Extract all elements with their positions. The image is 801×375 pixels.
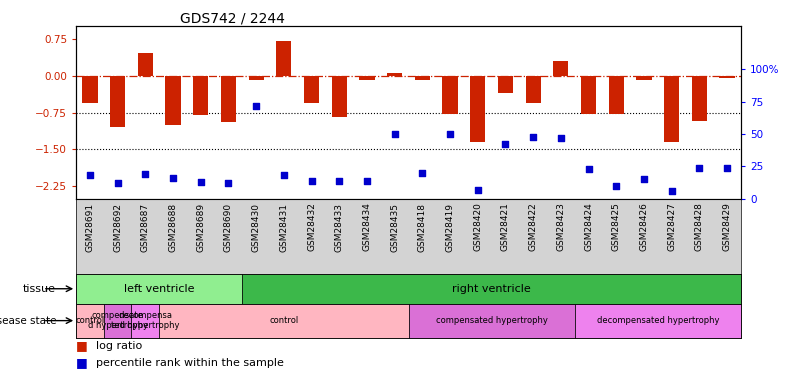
Text: tissue: tissue bbox=[23, 284, 56, 294]
Text: GSM28692: GSM28692 bbox=[113, 202, 122, 252]
Bar bbox=[83, 75, 98, 103]
Text: compensated hypertrophy: compensated hypertrophy bbox=[436, 316, 548, 325]
Point bbox=[721, 165, 734, 171]
Point bbox=[444, 131, 457, 137]
Bar bbox=[110, 75, 125, 127]
Text: compensate
d hypertrophy: compensate d hypertrophy bbox=[87, 311, 147, 330]
Point bbox=[250, 103, 263, 109]
Bar bbox=[76, 304, 104, 338]
Text: decompensated hypertrophy: decompensated hypertrophy bbox=[597, 316, 719, 325]
Bar bbox=[442, 75, 457, 114]
Text: GSM28422: GSM28422 bbox=[529, 202, 537, 251]
Bar bbox=[609, 75, 624, 114]
Point bbox=[693, 165, 706, 171]
Bar bbox=[131, 304, 159, 338]
Bar bbox=[242, 274, 741, 304]
Text: GSM28688: GSM28688 bbox=[168, 202, 178, 252]
Text: GDS742 / 2244: GDS742 / 2244 bbox=[180, 11, 285, 25]
Text: log ratio: log ratio bbox=[96, 341, 143, 351]
Point bbox=[554, 135, 567, 141]
Bar bbox=[76, 274, 242, 304]
Bar bbox=[525, 75, 541, 103]
Bar bbox=[415, 75, 430, 81]
Bar bbox=[664, 75, 679, 142]
Bar bbox=[193, 75, 208, 115]
Point bbox=[582, 166, 595, 172]
Point bbox=[139, 171, 151, 177]
Bar bbox=[553, 61, 569, 75]
Text: percentile rank within the sample: percentile rank within the sample bbox=[96, 358, 284, 368]
Text: GSM28433: GSM28433 bbox=[335, 202, 344, 252]
Bar bbox=[581, 75, 596, 114]
Bar bbox=[248, 75, 264, 81]
Point bbox=[222, 180, 235, 186]
Text: GSM28435: GSM28435 bbox=[390, 202, 399, 252]
Text: right ventricle: right ventricle bbox=[453, 284, 531, 294]
Text: decompensa
ted hypertrophy: decompensa ted hypertrophy bbox=[111, 311, 179, 330]
Bar bbox=[692, 75, 707, 121]
Point bbox=[333, 178, 346, 184]
Point bbox=[666, 188, 678, 194]
Point bbox=[388, 131, 401, 137]
Point bbox=[167, 175, 179, 181]
Bar bbox=[166, 75, 181, 125]
Point bbox=[111, 180, 124, 186]
Text: GSM28687: GSM28687 bbox=[141, 202, 150, 252]
Text: GSM28429: GSM28429 bbox=[723, 202, 731, 251]
Bar bbox=[636, 75, 651, 81]
Bar bbox=[159, 304, 409, 338]
Text: GSM28420: GSM28420 bbox=[473, 202, 482, 251]
Bar bbox=[304, 75, 319, 103]
Bar bbox=[575, 304, 741, 338]
Text: GSM28434: GSM28434 bbox=[363, 202, 372, 251]
Text: GSM28431: GSM28431 bbox=[280, 202, 288, 252]
Text: ■: ■ bbox=[76, 356, 88, 369]
Text: GSM28426: GSM28426 bbox=[639, 202, 649, 251]
Text: ■: ■ bbox=[76, 339, 88, 352]
Point bbox=[416, 170, 429, 176]
Point bbox=[527, 134, 540, 140]
Point bbox=[83, 172, 96, 178]
Text: GSM28432: GSM28432 bbox=[307, 202, 316, 251]
Text: GSM28425: GSM28425 bbox=[612, 202, 621, 251]
Text: GSM28418: GSM28418 bbox=[418, 202, 427, 252]
Text: control: control bbox=[269, 316, 299, 325]
Bar bbox=[276, 41, 292, 75]
Bar bbox=[409, 304, 575, 338]
Text: control: control bbox=[75, 316, 105, 325]
Text: GSM28419: GSM28419 bbox=[445, 202, 454, 252]
Text: GSM28427: GSM28427 bbox=[667, 202, 676, 251]
Text: GSM28421: GSM28421 bbox=[501, 202, 510, 251]
Point bbox=[471, 187, 484, 193]
Text: left ventricle: left ventricle bbox=[124, 284, 195, 294]
Point bbox=[360, 178, 373, 184]
Bar bbox=[387, 73, 402, 75]
Bar bbox=[138, 53, 153, 75]
Text: GSM28689: GSM28689 bbox=[196, 202, 205, 252]
Bar bbox=[719, 75, 735, 78]
Point bbox=[499, 141, 512, 147]
Point bbox=[610, 183, 622, 189]
Text: GSM28690: GSM28690 bbox=[224, 202, 233, 252]
Text: GSM28424: GSM28424 bbox=[584, 202, 593, 251]
Bar bbox=[498, 75, 513, 93]
Point bbox=[277, 172, 290, 178]
Bar bbox=[221, 75, 236, 122]
Point bbox=[305, 178, 318, 184]
Text: GSM28691: GSM28691 bbox=[86, 202, 95, 252]
Bar bbox=[104, 304, 131, 338]
Text: GSM28428: GSM28428 bbox=[695, 202, 704, 251]
Point bbox=[638, 176, 650, 182]
Text: GSM28430: GSM28430 bbox=[252, 202, 260, 252]
Bar bbox=[360, 75, 375, 81]
Bar bbox=[470, 75, 485, 142]
Text: GSM28423: GSM28423 bbox=[557, 202, 566, 251]
Point bbox=[195, 179, 207, 185]
Text: disease state: disease state bbox=[0, 316, 56, 326]
Bar bbox=[332, 75, 347, 117]
